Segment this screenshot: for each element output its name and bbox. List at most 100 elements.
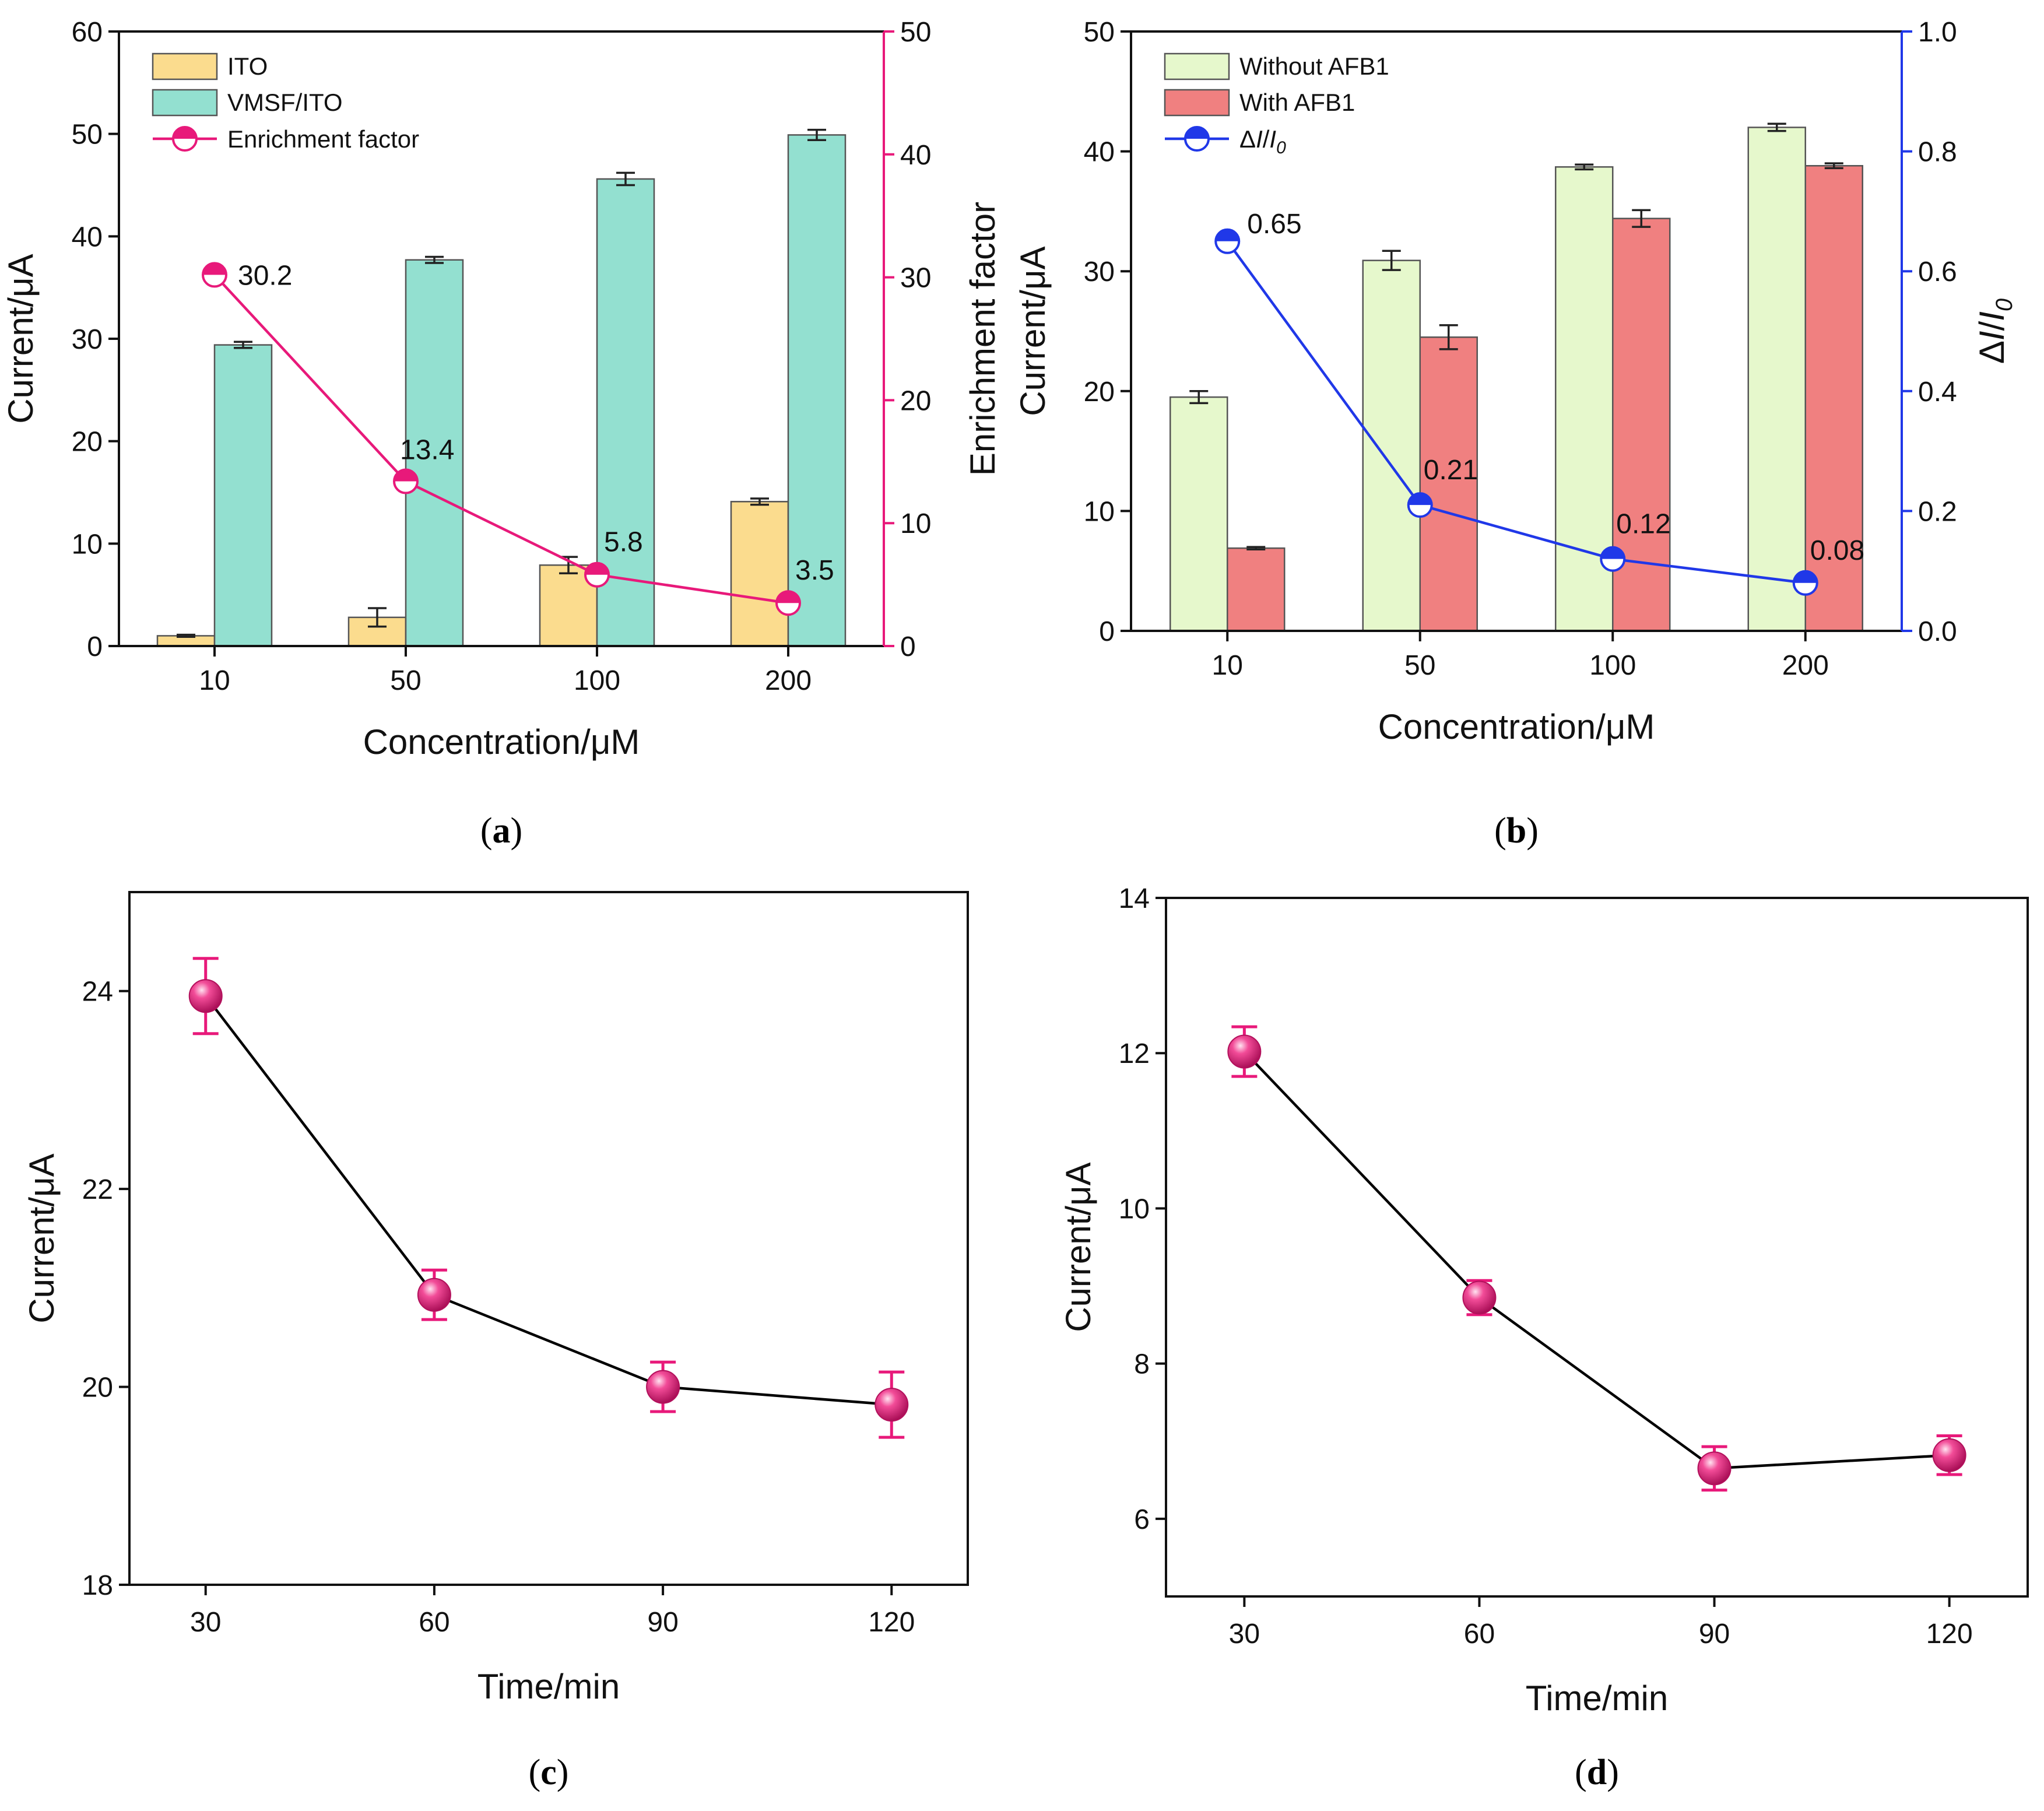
marker-fill-top (203, 263, 226, 275)
legend-slash: / (1263, 125, 1270, 153)
data-point-90 (646, 1370, 680, 1404)
caption-open-paren: ( (1494, 811, 1506, 851)
y-tick-label: 0 (87, 631, 103, 662)
x-tick-label: 100 (574, 665, 620, 696)
bar-vmsf-ito-200 (787, 134, 847, 647)
line-marker-10 (1214, 228, 1241, 254)
marker-outline (1407, 492, 1433, 518)
y-right-tick-label: 0.8 (1918, 137, 1957, 168)
marker-fill-top (173, 127, 196, 139)
title-sub: 0 (1992, 299, 2017, 311)
marker-outline (1184, 126, 1210, 152)
y-tick-label: 30 (1084, 257, 1115, 287)
y-tick-label: 30 (72, 324, 103, 355)
y-axis-title: Current/μA (1059, 1162, 1098, 1332)
x-tick-label: 10 (1212, 650, 1243, 681)
y-tick-label: 50 (72, 120, 103, 150)
y-right-tick-label: 50 (900, 17, 931, 48)
marker-fill-top (777, 591, 800, 603)
marker-outline (1600, 546, 1626, 572)
bar-ito-200 (730, 501, 789, 647)
panel-caption: (a) (480, 811, 522, 851)
y-tick-label: 14 (1119, 883, 1150, 914)
data-point-60 (417, 1277, 451, 1312)
panel-c-chart: 18 20 22 24 30 60 90 120 Time/min Current/μA (c) (22, 891, 969, 1792)
x-axis-title: Time/min (1526, 1679, 1668, 1718)
legend-swatch (152, 52, 218, 80)
y-axis-title: Current/μA (1013, 246, 1052, 416)
legend-label: ΔI/I0 (1239, 125, 1286, 157)
legend-i: I (1256, 125, 1263, 153)
panel-caption: (b) (1494, 811, 1539, 851)
y-tick-label: 20 (1084, 377, 1115, 408)
marker-outline (1214, 228, 1241, 254)
caption-close-paren: ) (511, 811, 523, 851)
legend-swatch (1164, 89, 1230, 117)
x-tick-label: 200 (1782, 650, 1829, 681)
line-marker-100 (584, 561, 610, 588)
trend-line (204, 995, 892, 1406)
bar-with-afb1-100 (1612, 217, 1671, 632)
line-marker-200 (775, 590, 801, 616)
bar-with-afb1-10 (1227, 547, 1286, 632)
y-tick-label: 50 (1084, 17, 1115, 48)
y-right-axis-title: ΔI/I0 (1972, 299, 2017, 364)
x-axis-title: Concentration/μM (1378, 707, 1655, 746)
caption-letter: c (540, 1753, 557, 1792)
x-tick-label: 90 (1699, 1619, 1730, 1649)
x-tick-label: 200 (765, 665, 812, 696)
x-tick-label: 120 (1926, 1619, 1973, 1649)
data-label: 30.2 (238, 260, 292, 291)
marker-fill-top (1601, 547, 1625, 559)
caption-close-paren: ) (1526, 811, 1539, 851)
marker-fill-top (585, 563, 609, 575)
legend-label: VMSF/ITO (227, 89, 343, 116)
y-right-tick-label: 0.0 (1918, 616, 1957, 647)
data-point-30 (1227, 1034, 1262, 1069)
x-axis-title: Concentration/μM (363, 722, 640, 761)
data-point-120 (875, 1388, 909, 1422)
panel-caption: (c) (529, 1753, 569, 1792)
data-label: 0.21 (1424, 455, 1478, 486)
line-marker-50 (1407, 492, 1433, 518)
y-right-tick-label: 0 (900, 631, 916, 662)
y-tick-label: 40 (1084, 137, 1115, 168)
marker-fill-top (394, 469, 417, 482)
y-right-tick-label: 40 (900, 140, 931, 171)
y-axis-title: Current/μA (1, 254, 40, 423)
y-tick-label: 24 (82, 977, 113, 1008)
title-i: I (1972, 331, 2011, 341)
caption-letter: a (493, 811, 511, 851)
data-point-60 (1462, 1280, 1497, 1315)
line-marker-50 (393, 468, 419, 494)
caption-letter: d (1587, 1753, 1607, 1792)
y-tick-label: 10 (1084, 496, 1115, 527)
y-right-axis-title: Enrichment factor (963, 202, 1002, 476)
caption-open-paren: ( (1575, 1753, 1587, 1792)
x-tick-label: 50 (1404, 650, 1435, 681)
bar-without-afb1-10 (1169, 396, 1228, 632)
legend-label: ITO (227, 52, 268, 80)
y-right-tick-label: 20 (900, 385, 931, 416)
title-i2: I (1972, 311, 2011, 321)
x-tick-label: 60 (419, 1607, 449, 1638)
legend-label: Without AFB1 (1239, 52, 1389, 80)
y-right-tick-label: 0.6 (1918, 257, 1957, 287)
panel-caption: (d) (1575, 1753, 1619, 1792)
y-tick-label: 40 (72, 222, 103, 252)
data-point-90 (1697, 1451, 1732, 1486)
y-tick-label: 12 (1119, 1038, 1150, 1069)
marker-outline (393, 468, 419, 494)
plot-frame (1165, 897, 2029, 1598)
y-right-tick-label: 30 (900, 263, 931, 294)
x-tick-label: 50 (390, 665, 421, 696)
legend-swatch (1164, 52, 1230, 80)
title-slash: / (1972, 321, 2011, 331)
legend-label: Enrichment factor (227, 125, 419, 153)
y-tick-label: 60 (72, 17, 103, 48)
x-tick-label: 30 (190, 1607, 221, 1638)
data-label: 0.12 (1616, 509, 1670, 540)
x-tick-label: 60 (1464, 1619, 1495, 1649)
y-tick-label: 22 (82, 1174, 113, 1205)
